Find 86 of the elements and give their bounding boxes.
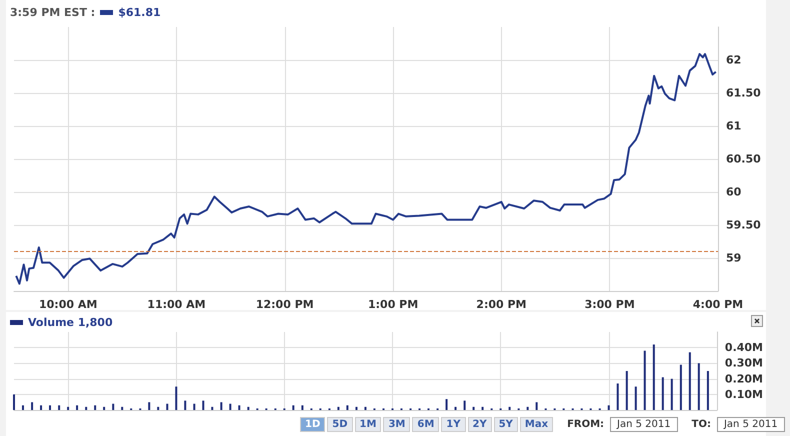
bar <box>292 405 294 410</box>
bar <box>202 400 204 410</box>
bar <box>67 406 70 410</box>
bar <box>148 402 150 410</box>
bar <box>76 405 78 410</box>
bar <box>238 405 240 410</box>
y-tick-label: 0.10M <box>724 388 764 401</box>
y-tick-label: 59.50 <box>726 218 762 232</box>
bar <box>229 404 232 410</box>
bar <box>616 383 619 410</box>
x-tick-label: 1:00 PM <box>368 298 418 311</box>
y-tick-label: 61.50 <box>726 86 762 100</box>
bar <box>58 405 60 410</box>
bar <box>166 404 168 410</box>
bar <box>644 350 646 410</box>
text: 3M <box>383 417 410 432</box>
bar <box>13 394 15 410</box>
x-tick-label: 3:00 PM <box>584 298 635 311</box>
chart-subtitle: $61.81 <box>118 6 161 19</box>
y-tick-label: 0.40M <box>724 341 764 354</box>
text: 1D <box>300 417 326 432</box>
bar <box>121 406 124 410</box>
text: 6M <box>412 417 440 432</box>
text: 5D <box>327 417 353 432</box>
chart-title: Volume 1,800 <box>28 316 113 329</box>
text: FROM: <box>567 418 604 432</box>
bar <box>634 386 637 410</box>
bar <box>608 405 610 410</box>
bar <box>464 400 466 410</box>
bar <box>662 377 664 410</box>
bar <box>346 405 348 410</box>
bar <box>364 406 366 410</box>
y-tick-label: 61 <box>726 120 742 132</box>
x-tick-label: 11:00 AM <box>147 298 206 311</box>
text: 2Y <box>468 417 492 432</box>
bar <box>680 364 682 410</box>
bar <box>157 406 160 410</box>
bar <box>454 406 457 410</box>
bar <box>22 405 24 410</box>
text: 1M <box>354 417 382 432</box>
bar <box>688 352 691 410</box>
bar <box>652 344 655 410</box>
bar <box>526 406 529 410</box>
bar <box>175 386 178 410</box>
bar <box>706 371 709 410</box>
text: 5Y <box>494 417 518 432</box>
y-tick-label: 59 <box>726 252 742 264</box>
x-tick-label: 10:00 AM <box>39 298 98 311</box>
text: Max <box>520 417 554 432</box>
bar <box>482 406 484 410</box>
bar <box>337 406 340 410</box>
bar <box>670 378 673 410</box>
bar <box>626 371 628 410</box>
bar <box>446 399 448 410</box>
line-series <box>15 53 717 285</box>
bar <box>184 400 186 410</box>
y-tick-label: 0.30M <box>724 356 764 370</box>
y-tick-label: 0.20M <box>724 372 764 386</box>
bar <box>193 404 196 410</box>
x-tick-label: 12:00 PM <box>256 298 314 311</box>
bar <box>49 405 52 410</box>
y-tick-label: 62 <box>726 54 742 66</box>
text: Jan 5 2011 <box>716 417 785 432</box>
bar <box>94 405 96 410</box>
bar <box>698 363 700 410</box>
chart-title: 3:59 PM EST : <box>10 6 96 19</box>
bar <box>536 402 538 410</box>
bar <box>85 406 88 410</box>
text: 1Y <box>441 417 466 432</box>
bar <box>103 406 106 410</box>
bar <box>31 402 34 410</box>
bar <box>247 406 250 410</box>
bar <box>508 406 511 410</box>
text: TO: <box>692 418 711 432</box>
text: Jan 5 2011 <box>610 417 678 432</box>
bar <box>211 406 214 410</box>
bar <box>301 405 304 410</box>
x-tick-label: 2:00 PM <box>476 298 526 311</box>
y-tick-label: 60.50 <box>726 152 762 166</box>
bar <box>112 404 114 410</box>
y-tick-label: 60 <box>726 186 742 198</box>
bar <box>220 402 222 410</box>
x-tick-label: 4:00 PM <box>692 298 744 311</box>
bar <box>472 406 475 410</box>
bar <box>40 405 42 410</box>
bar <box>355 406 358 410</box>
